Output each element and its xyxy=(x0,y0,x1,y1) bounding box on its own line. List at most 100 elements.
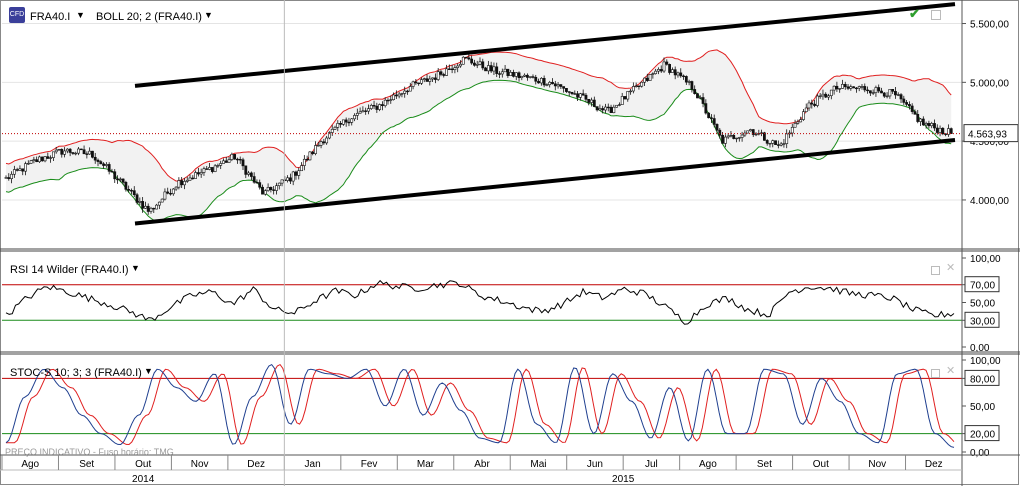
candle-body xyxy=(442,74,446,76)
symbol-label[interactable]: FRA40.I xyxy=(30,11,71,23)
candle-body xyxy=(286,177,290,181)
rsi-level-box xyxy=(964,276,1000,293)
candle-body xyxy=(121,178,125,183)
candle-body xyxy=(85,153,89,155)
candle-body xyxy=(10,173,13,179)
candle-body xyxy=(116,178,119,181)
candle-body xyxy=(807,102,811,109)
candle-body xyxy=(687,81,691,83)
candle-body xyxy=(623,96,627,100)
rsi-label[interactable]: RSI 14 Wilder (FRA40.I) xyxy=(10,264,129,276)
candle-body xyxy=(921,118,925,126)
candle-body xyxy=(877,87,881,92)
candle-body xyxy=(144,205,147,209)
rsi-tick-label: 0,00 xyxy=(970,343,990,354)
candle-body xyxy=(829,89,833,97)
candle-body xyxy=(896,94,900,96)
candle-body xyxy=(721,134,724,144)
candle-body xyxy=(941,127,945,135)
candle-body xyxy=(341,119,345,125)
candle-body xyxy=(838,88,842,90)
candle-body xyxy=(525,74,529,78)
month-label: Ago xyxy=(699,459,717,470)
candle-body xyxy=(581,93,585,96)
candle-body xyxy=(210,167,214,172)
candle-body xyxy=(542,77,546,86)
stochastic-dropdown-icon[interactable]: ▼ xyxy=(144,366,153,376)
rsi-maximize-icon[interactable] xyxy=(931,266,940,275)
candle-body xyxy=(698,97,702,99)
candle-body xyxy=(905,102,909,105)
candle-body xyxy=(32,159,36,161)
candle-body xyxy=(361,110,365,113)
maximize-icon[interactable] xyxy=(931,10,941,20)
candle-body xyxy=(275,185,278,191)
price-tick-label: 5.000,00 xyxy=(970,78,1009,89)
candle-body xyxy=(570,91,574,94)
candle-body xyxy=(523,74,527,77)
stochastic-label[interactable]: STOC-S 10; 3; 3 (FRA40.I) xyxy=(10,367,142,379)
candle-body xyxy=(411,81,415,87)
candle-body xyxy=(478,61,482,65)
candle-body xyxy=(124,181,128,190)
candle-body xyxy=(82,149,86,155)
candle-body xyxy=(353,115,356,120)
candle-body xyxy=(924,123,928,126)
candle-body xyxy=(804,107,808,112)
candle-body xyxy=(620,96,624,105)
candle-body xyxy=(35,159,39,163)
last-price-value: 4.563,93 xyxy=(968,130,1007,141)
candle-body xyxy=(475,64,479,66)
check-icon[interactable]: ✔ xyxy=(909,6,920,21)
candle-body xyxy=(46,156,50,159)
candle-body xyxy=(539,77,543,84)
candle-body xyxy=(657,69,660,72)
candle-body xyxy=(96,159,100,162)
rsi-close-icon[interactable]: ✕ xyxy=(946,262,956,274)
candle-body xyxy=(372,105,376,107)
candle-body xyxy=(790,126,794,134)
candle-body xyxy=(91,150,94,158)
candle-body xyxy=(57,149,61,151)
rsi-tick-label: 50,00 xyxy=(970,299,995,310)
candle-body xyxy=(935,127,939,133)
stochastic-close-icon[interactable]: ✕ xyxy=(946,365,956,377)
candle-body xyxy=(888,89,892,97)
candle-body xyxy=(682,75,685,78)
candle-body xyxy=(590,99,593,103)
candle-body xyxy=(358,111,362,114)
stochastic-maximize-icon[interactable] xyxy=(931,369,940,378)
candle-body xyxy=(406,90,409,93)
rsi-dropdown-icon[interactable]: ▼ xyxy=(131,263,140,273)
candle-body xyxy=(629,90,632,93)
rsi-level-box xyxy=(964,311,1000,328)
rsi-tick-label: 30,00 xyxy=(970,316,995,327)
candle-body xyxy=(71,152,75,154)
bollinger-dropdown-icon[interactable]: ▼ xyxy=(204,10,213,20)
candle-body xyxy=(439,71,443,75)
candle-body xyxy=(470,58,474,64)
cfd-instrument-icon[interactable]: CFD xyxy=(9,7,25,23)
candle-body xyxy=(528,76,532,78)
candle-body xyxy=(813,103,816,106)
candle-body xyxy=(408,86,412,92)
candle-body xyxy=(882,92,886,97)
candle-body xyxy=(481,61,485,69)
candle-body xyxy=(325,137,329,144)
candle-body xyxy=(606,106,610,109)
bollinger-label[interactable]: BOLL 20; 2 (FRA40.I) xyxy=(96,11,202,23)
symbol-dropdown-icon[interactable]: ▼ xyxy=(76,10,85,20)
candle-body xyxy=(224,160,228,163)
candle-body xyxy=(659,69,663,72)
candle-body xyxy=(238,158,242,161)
candle-body xyxy=(500,71,504,75)
candle-body xyxy=(205,168,209,170)
candle-body xyxy=(244,165,248,175)
candle-body xyxy=(314,145,317,154)
candle-body xyxy=(949,128,953,134)
candle-body xyxy=(668,64,672,73)
candle-body xyxy=(592,99,596,107)
candle-body xyxy=(12,169,16,175)
candle-body xyxy=(584,94,588,100)
candle-body xyxy=(459,63,462,67)
